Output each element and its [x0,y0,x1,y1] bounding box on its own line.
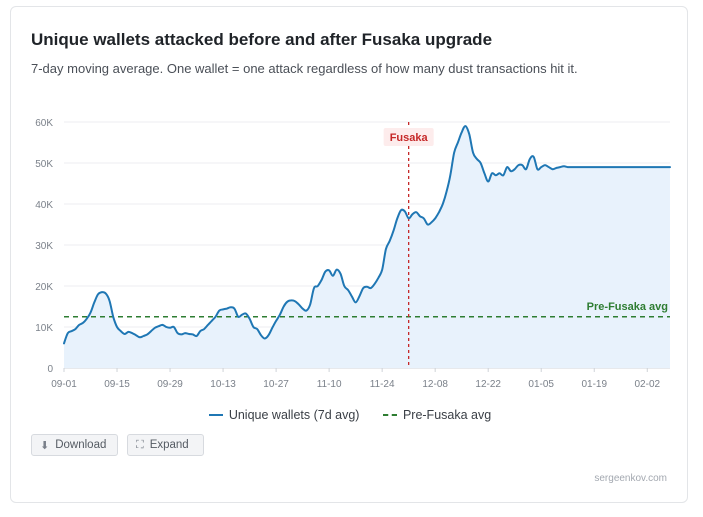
expand-icon: ⛶ [136,438,144,451]
x-tick-label: 09-01 [51,379,77,390]
series-area [64,126,670,368]
x-tick-label: 10-27 [263,379,289,390]
x-tick-label: 11-10 [317,379,342,390]
y-tick-label: 40K [35,200,53,211]
download-label: Download [55,439,107,451]
chart-subtitle: 7-day moving average. One wallet = one a… [31,61,578,76]
y-tick-label: 20K [35,282,53,293]
legend-swatch-solid [208,414,223,416]
x-tick-label: 09-15 [104,379,130,390]
expand-button[interactable]: ⛶ Expand [127,434,204,456]
x-tick-label: 11-24 [370,379,395,390]
source-credit: sergeenkov.com [594,473,667,484]
legend-item-unique-wallets[interactable]: Unique wallets (7d avg) [208,408,360,422]
x-tick-labels: 09-01 09-15 09-29 10-13 10-27 11-10 11-24 12-08… [51,379,660,390]
download-button[interactable]: ⬇ Download [31,434,118,456]
chart-title: Unique wallets attacked before and after… [31,30,493,49]
legend-label-unique-wallets: Unique wallets (7d avg) [228,408,360,422]
x-tick-label: 02-02 [634,379,660,390]
y-tick-label: 30K [35,241,53,252]
x-tick-label: 09-29 [157,379,183,390]
fusaka-marker-label: Fusaka [390,132,429,144]
legend-label-pre-fusaka: Pre-Fusaka avg [402,408,492,422]
y-tick-label: 60K [35,118,53,129]
download-icon: ⬇ [40,439,50,452]
y-tick-label: 0 [47,364,53,375]
x-tick-label: 01-05 [528,379,554,390]
x-tick-label: 10-13 [210,379,236,390]
chart-card: Unique wallets attacked before and after… [10,6,688,503]
unique-wallets-line [63,125,671,345]
y-tick-label: 50K [35,159,53,170]
x-tick-label: 01-19 [581,379,607,390]
fusaka-marker-badge [383,128,434,146]
x-tick-label: 12-22 [475,379,501,390]
chart-legend: Unique wallets (7d avg) Pre-Fusaka avg [11,405,689,422]
expand-label: Expand [149,439,189,451]
legend-swatch-dashed [382,414,397,416]
x-tick-label: 12-08 [422,379,448,390]
legend-item-pre-fusaka[interactable]: Pre-Fusaka avg [382,408,492,422]
y-tick-label: 10K [35,323,53,334]
pre-fusaka-avg-label: Pre-Fusaka avg [587,301,668,313]
line-chart: 0 10K 20K 30K 40K 50K 60K 09-01 09-15 09-29 10-13… [35,118,671,390]
y-tick-labels: 0 10K 20K 30K 40K 50K 60K [35,118,53,375]
